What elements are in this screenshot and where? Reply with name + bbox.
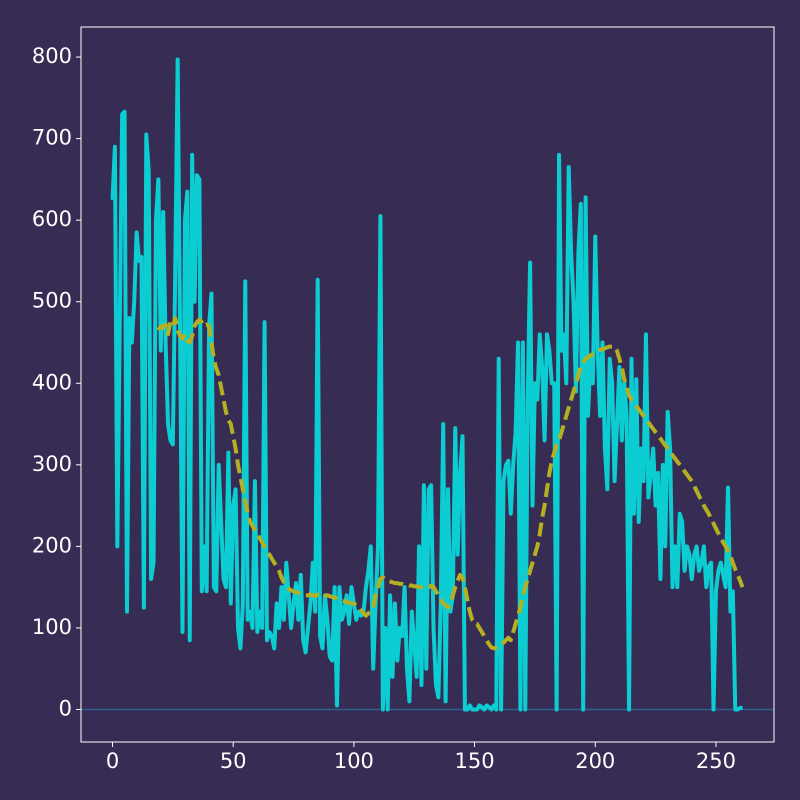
x-tick-label: 50	[220, 749, 247, 773]
y-tick-label: 300	[32, 452, 72, 476]
x-tick-label: 150	[455, 749, 495, 773]
y-tick-label: 800	[32, 44, 72, 68]
y-tick-label: 100	[32, 615, 72, 639]
y-tick-label: 200	[32, 533, 72, 557]
x-tick-label: 250	[696, 749, 736, 773]
y-tick-label: 500	[32, 289, 72, 313]
y-tick-label: 700	[32, 126, 72, 150]
x-tick-label: 100	[334, 749, 374, 773]
series-line	[110, 57, 743, 712]
y-tick-label: 600	[32, 207, 72, 231]
x-tick-label: 200	[575, 749, 615, 773]
plot-frame	[80, 26, 775, 743]
y-tick-label: 0	[59, 697, 72, 721]
y-tick-label: 400	[32, 370, 72, 394]
x-tick-label: 0	[106, 749, 119, 773]
